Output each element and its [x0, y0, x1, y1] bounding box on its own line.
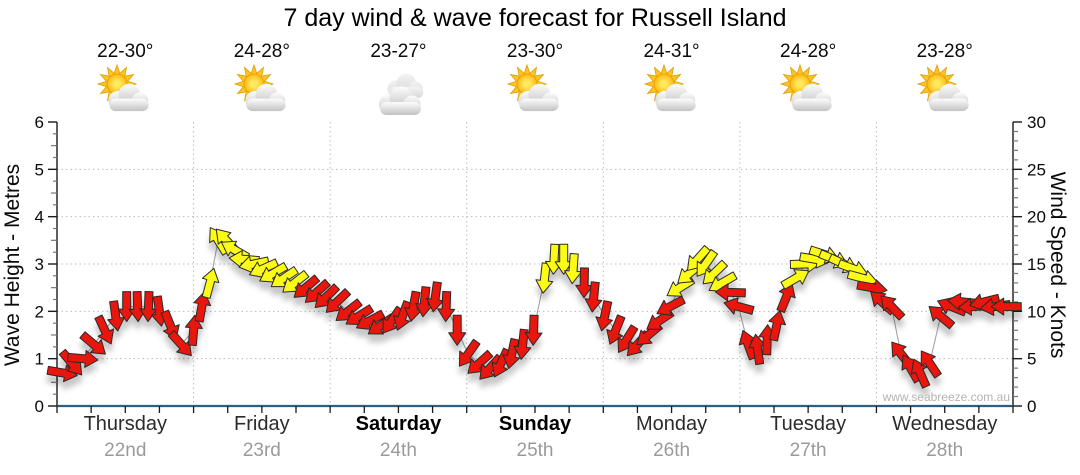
wind-arrow — [584, 281, 603, 313]
wind-arrows-group — [46, 227, 1022, 389]
weather-icon-partly-cloudy — [93, 63, 157, 120]
weather-icon-partly-cloudy — [913, 63, 977, 120]
wind-arrow — [437, 290, 456, 323]
y-right-tick-label: 0 — [1027, 397, 1036, 416]
day-label: Thursday — [83, 413, 167, 435]
date-label: 27th — [789, 440, 827, 461]
weather-icon-partly-cloudy — [503, 63, 567, 120]
date-label: 28th — [926, 440, 964, 461]
wind-arrow — [606, 314, 626, 345]
watermark: www.seabreeze.com.au — [882, 390, 1010, 404]
day-label: Sunday — [498, 413, 572, 435]
weather-icon-partly-cloudy — [230, 63, 294, 120]
date-label: 25th — [516, 440, 554, 461]
date-label: 24th — [379, 440, 417, 461]
temperature-range: 23-27° — [370, 41, 427, 62]
y-right-tick-label: 10 — [1027, 302, 1046, 321]
wind-arrow — [448, 314, 467, 346]
wind-arrow — [193, 291, 212, 323]
y-right-tick-label: 25 — [1027, 160, 1046, 179]
wind-arrow — [780, 269, 810, 290]
wind-arrow — [94, 314, 115, 345]
weather-icon-cloudy — [366, 64, 430, 120]
weather-icon-partly-cloudy — [776, 63, 840, 120]
y-right-tick-label: 30 — [1027, 113, 1046, 132]
wind-arrow — [524, 314, 543, 346]
y-left-tick-label: 1 — [35, 350, 44, 369]
day-label: Wednesday — [892, 413, 998, 435]
wind-arrow — [79, 331, 106, 355]
temperature-range: 24-28° — [233, 41, 290, 62]
y-left-tick-label: 6 — [35, 113, 44, 132]
date-label: 22nd — [104, 440, 147, 461]
temperature-range: 24-28° — [780, 41, 837, 62]
y-right-tick-label: 5 — [1027, 350, 1036, 369]
wind-arrow — [768, 310, 787, 342]
wind-arrow — [595, 300, 613, 332]
wind-arrow — [184, 314, 203, 347]
wind-arrow — [880, 295, 906, 321]
temperature-range: 22-30° — [97, 41, 154, 62]
wind-arrow — [513, 328, 532, 360]
day-label: Friday — [234, 413, 290, 435]
wind-arrow — [201, 267, 220, 299]
y-right-tick-label: 20 — [1027, 208, 1046, 227]
weather-icon-partly-cloudy — [640, 63, 704, 120]
wind-arrow — [990, 297, 1022, 316]
date-label: 23rd — [242, 440, 281, 461]
temperature-range: 24-31° — [643, 41, 700, 62]
wind-arrow — [67, 349, 99, 368]
wind-arrow — [776, 282, 796, 314]
wind-arrow — [910, 358, 931, 389]
y-right-tick-label: 15 — [1027, 255, 1046, 274]
wind-arrow — [714, 283, 746, 302]
y-left-tick-label: 4 — [35, 208, 44, 227]
y-left-tick-label: 2 — [35, 302, 44, 321]
y-left-tick-label: 5 — [35, 160, 44, 179]
temperature-range: 23-28° — [916, 41, 973, 62]
wind-arrow — [723, 297, 755, 315]
y-left-tick-label: 0 — [35, 397, 44, 416]
temperature-range: 23-30° — [506, 41, 564, 62]
wind-arrow — [656, 295, 686, 316]
day-label: Monday — [635, 413, 708, 435]
y-left-tick-label: 3 — [35, 255, 44, 274]
day-label: Saturday — [355, 413, 442, 435]
wind-arrow — [920, 350, 942, 379]
day-label: Tuesday — [770, 413, 847, 435]
date-label: 26th — [653, 440, 691, 461]
page-title: 7 day wind & wave forecast for Russell I… — [283, 4, 787, 32]
